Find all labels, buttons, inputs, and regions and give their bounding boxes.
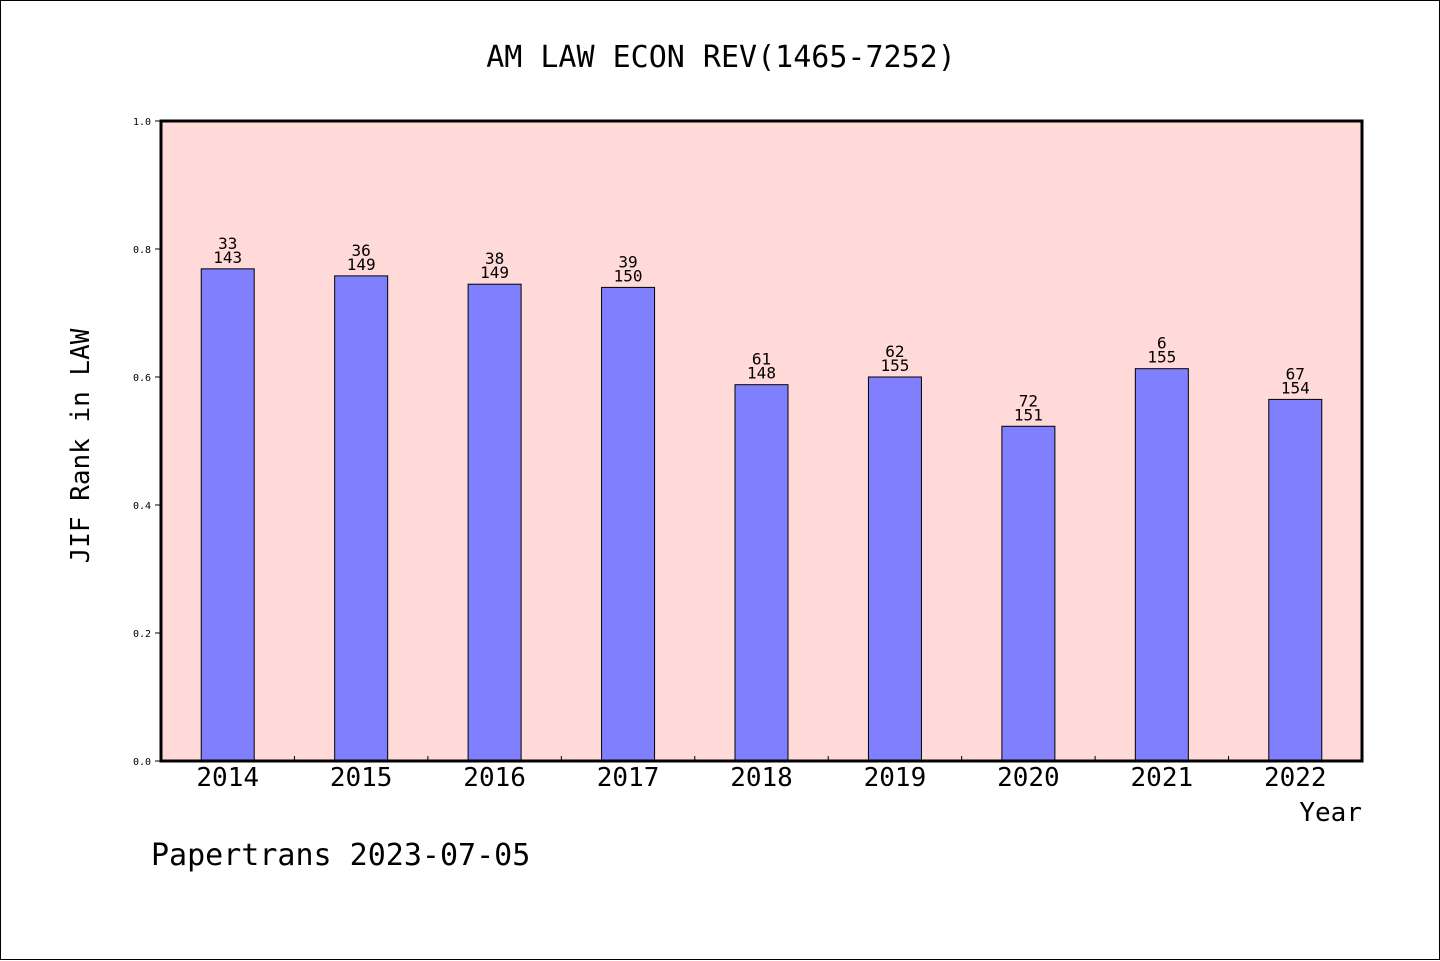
bar-total-label-2022: 154 <box>1281 378 1310 397</box>
footer-watermark: Papertrans 2023-07-05 <box>151 838 530 873</box>
bar-total-label-2017: 150 <box>614 266 643 285</box>
x-axis-label: Year <box>1299 798 1362 828</box>
x-tick-label-2021: 2021 <box>1131 763 1194 793</box>
y-axis-label: JIF Rank in LAW <box>66 328 96 563</box>
bar-rank-label-2021: 6 <box>1157 334 1167 353</box>
bar-rank-label-2020: 72 <box>1019 391 1038 410</box>
y-tick-label-4: 0.8 <box>133 245 151 256</box>
x-tick-label-2015: 2015 <box>330 763 393 793</box>
y-axis: 0.0 0.2 0.4 0.6 0.8 1.0 <box>133 117 161 768</box>
bar-total-label-2015: 149 <box>347 255 376 274</box>
bar-rank-label-2016: 38 <box>485 249 504 268</box>
bar-2015 <box>334 275 389 762</box>
bar-2014 <box>200 268 255 762</box>
bar-2021 <box>1134 368 1189 762</box>
bar-total-label-2016: 149 <box>480 263 509 282</box>
x-tick-label-2018: 2018 <box>730 763 793 793</box>
bar-2019 <box>867 376 922 762</box>
y-tick-label-0: 0.0 <box>133 757 151 768</box>
bar-total-label-2020: 151 <box>1014 405 1043 424</box>
bar-2018 <box>734 384 789 762</box>
y-tick-label-2: 0.4 <box>133 501 151 512</box>
bar-2022 <box>1268 398 1323 762</box>
x-tick-label-2017: 2017 <box>597 763 660 793</box>
bar-rank-label-2018: 61 <box>752 350 771 369</box>
bar-total-label-2018: 148 <box>747 364 776 383</box>
bar-rank-label-2019: 62 <box>885 342 904 361</box>
x-tick-label-2014: 2014 <box>196 763 259 793</box>
bar-total-label-2014: 143 <box>213 248 242 267</box>
bar-2020 <box>1001 425 1056 762</box>
y-tick-label-1: 0.2 <box>133 629 151 640</box>
y-tick-label-5: 1.0 <box>133 117 151 128</box>
bar-total-label-2021: 155 <box>1147 348 1176 367</box>
bar-rank-label-2015: 36 <box>352 241 371 260</box>
plot-border <box>159 119 1364 763</box>
x-tick-label-2020: 2020 <box>997 763 1060 793</box>
bar-rank-label-2022: 67 <box>1286 364 1305 383</box>
x-tick-label-2016: 2016 <box>463 763 526 793</box>
bar-2016 <box>467 283 522 762</box>
bar-rank-label-2017: 39 <box>618 252 637 271</box>
y-tick-label-3: 0.6 <box>133 373 151 384</box>
x-tick-label-2022: 2022 <box>1264 763 1327 793</box>
x-tick-label-2019: 2019 <box>864 763 927 793</box>
bar-rank-label-2014: 33 <box>218 234 237 253</box>
x-axis: 2014 2015 2016 2017 2018 2019 2020 2021 2022 <box>196 756 1327 793</box>
bar-total-label-2019: 155 <box>880 356 909 375</box>
bar-2017 <box>601 286 656 762</box>
chart-title: AM LAW ECON REV(1465-7252) <box>486 40 956 75</box>
